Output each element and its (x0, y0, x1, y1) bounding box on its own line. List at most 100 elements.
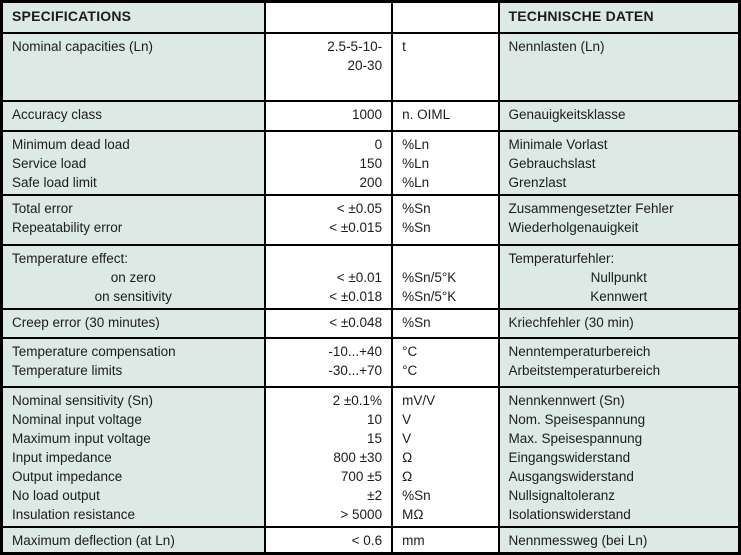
value-line: -30...+70 (328, 363, 383, 378)
value-cell: < ±0.05 < ±0.015 (263, 194, 394, 246)
spec-line: Input impedance (12, 450, 112, 465)
spec-line: Service load (12, 156, 87, 171)
unit-cell: °C °C (391, 337, 500, 388)
unit-line (402, 249, 488, 268)
value-line: ±2 (367, 488, 383, 503)
unit-line: mm (402, 533, 425, 548)
unit-cell: mm (391, 526, 500, 555)
german-line: Max. Speisespannung (508, 431, 643, 446)
german-cell: Nennlasten (Ln) (497, 32, 741, 102)
german-line: Nullpunkt (590, 270, 647, 285)
spec-line: Minimum dead load (12, 137, 130, 152)
spec-line: Maximum input voltage (12, 431, 151, 446)
table-row: Temperature effect: on zero on sensitivity… (0, 244, 741, 310)
spec-cell: Maximum deflection (at Ln) (0, 526, 266, 555)
german-line: Wiederholgenauigkeit (508, 220, 639, 235)
table-row: Total error Repeatability error < ±0.05 < ±… (0, 194, 741, 246)
spec-cell: Temperature effect: on zero on sensitivity (0, 244, 266, 310)
unit-line: V (402, 431, 412, 446)
value-line: 700 ±5 (340, 469, 383, 484)
german-line: Minimale Vorlast (508, 137, 608, 152)
unit-line: %Sn (402, 201, 431, 216)
value-line: < ±0.048 (329, 315, 383, 330)
german-line: Grenzlast (508, 175, 567, 190)
spec-line: Temperature effect: (12, 251, 129, 266)
table-row: Accuracy class 1000 n. OIML Genauigkeitskla… (0, 100, 741, 132)
table-row: Creep error (30 minutes) < ±0.048 %Sn Kriec… (0, 308, 741, 339)
unit-line: %Sn/5°K (402, 270, 457, 285)
value-line: 800 ±30 (333, 450, 383, 465)
table-row: Nominal capacities (Ln) 2.5-5-10- 20-30 t Ne… (0, 32, 741, 102)
spec-line: Output impedance (12, 469, 123, 484)
unit-line: %Sn (402, 488, 431, 503)
unit-line: mV/V (402, 393, 436, 408)
german-line: Temperaturfehler: (508, 251, 615, 266)
spec-line: Repeatability error (12, 220, 123, 235)
unit-line: Ω (402, 469, 413, 484)
spec-line: Creep error (30 minutes) (12, 315, 160, 330)
german-cell: Nennmessweg (bei Ln) (497, 526, 741, 555)
german-line: Nennmessweg (bei Ln) (508, 533, 648, 548)
spec-cell: Nominal capacities (Ln) (0, 32, 266, 102)
value-line: 2.5-5-10- (327, 39, 383, 54)
table-row: Nominal sensitivity (Sn) Nominal input vo… (0, 386, 741, 528)
value-line: < ±0.018 (329, 289, 383, 304)
value-line: 0 (374, 137, 383, 152)
unit-line: %Sn (402, 220, 431, 235)
header-unit-column (391, 0, 500, 34)
german-line: Gebrauchslast (508, 156, 596, 171)
german-line: Genauigkeitsklasse (508, 107, 626, 122)
unit-line: °C (402, 344, 418, 359)
value-cell: 0 150 200 (263, 130, 394, 196)
value-line: 2 ±0.1% (332, 393, 383, 408)
german-line: Nom. Speisespannung (508, 412, 646, 427)
spec-line: Nominal input voltage (12, 412, 142, 427)
unit-cell: n. OIML (391, 100, 500, 132)
spec-line: Insulation resistance (12, 507, 136, 522)
value-line: < ±0.05 (336, 201, 383, 216)
spec-line: Accuracy class (12, 107, 103, 122)
value-line: 150 (359, 156, 383, 171)
spec-line: on sensitivity (94, 289, 172, 304)
spec-cell: Creep error (30 minutes) (0, 308, 266, 339)
german-line: Nennlasten (Ln) (508, 39, 605, 54)
spec-line: Total error (12, 201, 73, 216)
unit-cell: mV/V V V Ω Ω %Sn MΩ (391, 386, 500, 528)
unit-line: °C (402, 363, 418, 378)
spec-cell: Accuracy class (0, 100, 266, 132)
german-line: Eingangswiderstand (508, 450, 631, 465)
german-line: Arbeitstemperaturbereich (508, 363, 661, 378)
spec-line: Nominal sensitivity (Sn) (12, 393, 154, 408)
unit-line: Ω (402, 450, 413, 465)
german-cell: Nennkennwert (Sn) Nom. Speisespannung Max.… (497, 386, 741, 528)
table-row: Temperature compensation Temperature limi… (0, 337, 741, 388)
unit-line: %Ln (402, 137, 430, 152)
header-specifications: SPECIFICATIONS (0, 0, 266, 34)
value-cell: -10...+40 -30...+70 (263, 337, 394, 388)
value-line: < ±0.015 (329, 220, 383, 235)
spec-line: Maximum deflection (at Ln) (12, 533, 175, 548)
unit-cell: %Sn (391, 308, 500, 339)
spec-line: Temperature compensation (12, 344, 176, 359)
value-line: < ±0.01 (336, 270, 383, 285)
value-line: > 5000 (340, 507, 383, 522)
spec-cell: Total error Repeatability error (0, 194, 266, 246)
value-cell: 2.5-5-10- 20-30 (263, 32, 394, 102)
spec-cell: Minimum dead load Service load Safe load l… (0, 130, 266, 196)
value-cell: 2 ±0.1% 10 15 800 ±30 700 ±5 ±2 > 5000 (263, 386, 394, 528)
value-line (275, 249, 383, 268)
german-line: Nennkennwert (Sn) (508, 393, 625, 408)
value-cell: < ±0.048 (263, 308, 394, 339)
spec-line: Nominal capacities (Ln) (12, 39, 154, 54)
unit-line: t (402, 39, 406, 54)
spec-cell: Temperature compensation Temperature limi… (0, 337, 266, 388)
value-line: 20-30 (347, 58, 383, 73)
value-line: 15 (367, 431, 383, 446)
unit-cell: %Sn/5°K %Sn/5°K (391, 244, 500, 310)
table-body: Nominal capacities (Ln) 2.5-5-10- 20-30 t Ne… (0, 32, 741, 555)
header-value-column (263, 0, 394, 34)
unit-line: %Ln (402, 175, 430, 190)
german-line: Ausgangswiderstand (508, 469, 634, 484)
value-cell: < ±0.01 < ±0.018 (263, 244, 394, 310)
